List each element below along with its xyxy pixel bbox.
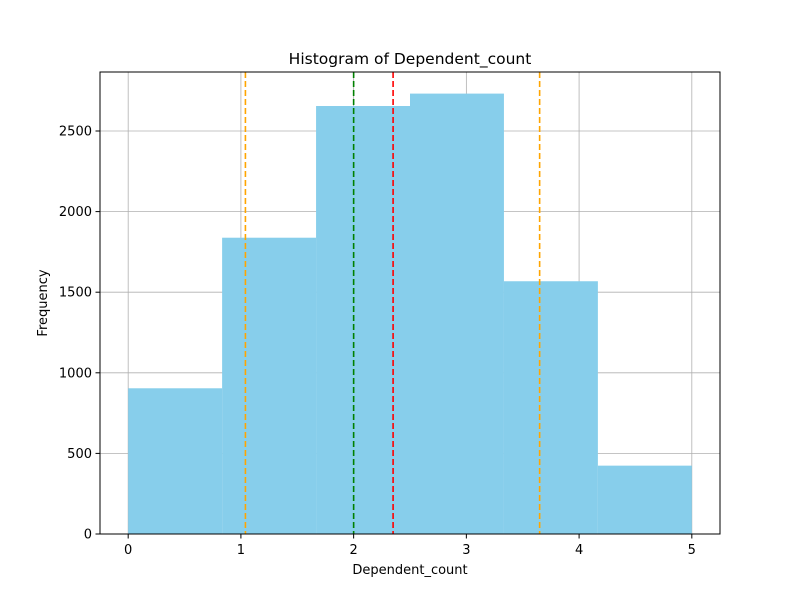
- histogram-bar: [222, 237, 317, 535]
- x-ticks: 0 1 2 3 4 5: [124, 534, 696, 558]
- histogram-bar: [410, 93, 504, 535]
- y-tick-label: 2500: [59, 124, 92, 139]
- y-tick-label: 2000: [59, 205, 92, 220]
- y-tick-label: 0: [84, 528, 92, 543]
- plot-frame: [99, 71, 721, 535]
- y-axis-label: Frequency: [36, 269, 51, 336]
- x-tick-label: 0: [124, 543, 132, 558]
- x-tick-label: 1: [237, 543, 245, 558]
- histogram-bar: [503, 281, 598, 534]
- x-tick-label: 3: [462, 543, 470, 558]
- histogram-bar: [128, 388, 223, 534]
- y-ticks: 0 500 1000 1500 2000 2500: [59, 124, 100, 543]
- x-tick-label: 5: [688, 543, 696, 558]
- y-tick-label: 1000: [59, 366, 92, 381]
- x-tick-label: 2: [349, 543, 357, 558]
- chart-title: Histogram of Dependent_count: [289, 50, 532, 69]
- x-axis-label: Dependent_count: [352, 563, 467, 578]
- x-tick-label: 4: [575, 543, 583, 558]
- y-tick-label: 1500: [59, 286, 92, 301]
- histogram-bar: [597, 465, 692, 534]
- bars: [128, 93, 692, 535]
- histogram-bar: [316, 106, 410, 535]
- y-tick-label: 500: [67, 447, 92, 462]
- reference-lines: [244, 72, 541, 534]
